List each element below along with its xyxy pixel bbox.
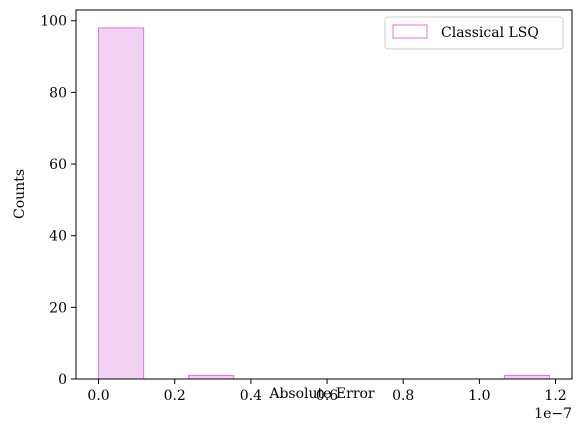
x-offset-label: 1e−7	[534, 406, 572, 422]
histogram-bar	[188, 374, 235, 380]
x-tick-label: 0.2	[164, 388, 186, 404]
x-tick-label: 1.2	[544, 388, 566, 404]
y-tick-label: 80	[49, 85, 67, 101]
x-tick-label: 0.0	[87, 388, 109, 404]
y-axis-ticks: 0 20 40 60 80 100	[40, 14, 76, 388]
x-axis-ticks: 0.0 0.2 0.4 0.6 0.8 1.0 1.2	[87, 379, 567, 404]
x-tick-label: 1.0	[468, 388, 490, 404]
legend-swatch	[392, 24, 428, 39]
legend: Classical LSQ	[384, 16, 564, 50]
x-axis-label: Absolute Error	[268, 386, 375, 402]
histogram-bar	[503, 374, 550, 380]
legend-frame	[384, 16, 564, 50]
histogram-bar	[98, 27, 145, 380]
x-tick-label: 0.4	[240, 388, 262, 404]
plot-area	[98, 27, 550, 380]
y-tick-label: 100	[40, 14, 67, 30]
y-tick-label: 0	[58, 372, 67, 388]
legend-label: Classical LSQ	[441, 25, 539, 41]
y-tick-label: 40	[49, 229, 67, 245]
y-tick-label: 20	[49, 300, 67, 316]
x-tick-label: 0.6	[316, 388, 338, 404]
axes-frame	[75, 9, 573, 380]
y-axis-label: Counts	[12, 169, 28, 219]
x-tick-label: 0.8	[392, 388, 414, 404]
y-tick-label: 60	[49, 157, 67, 173]
